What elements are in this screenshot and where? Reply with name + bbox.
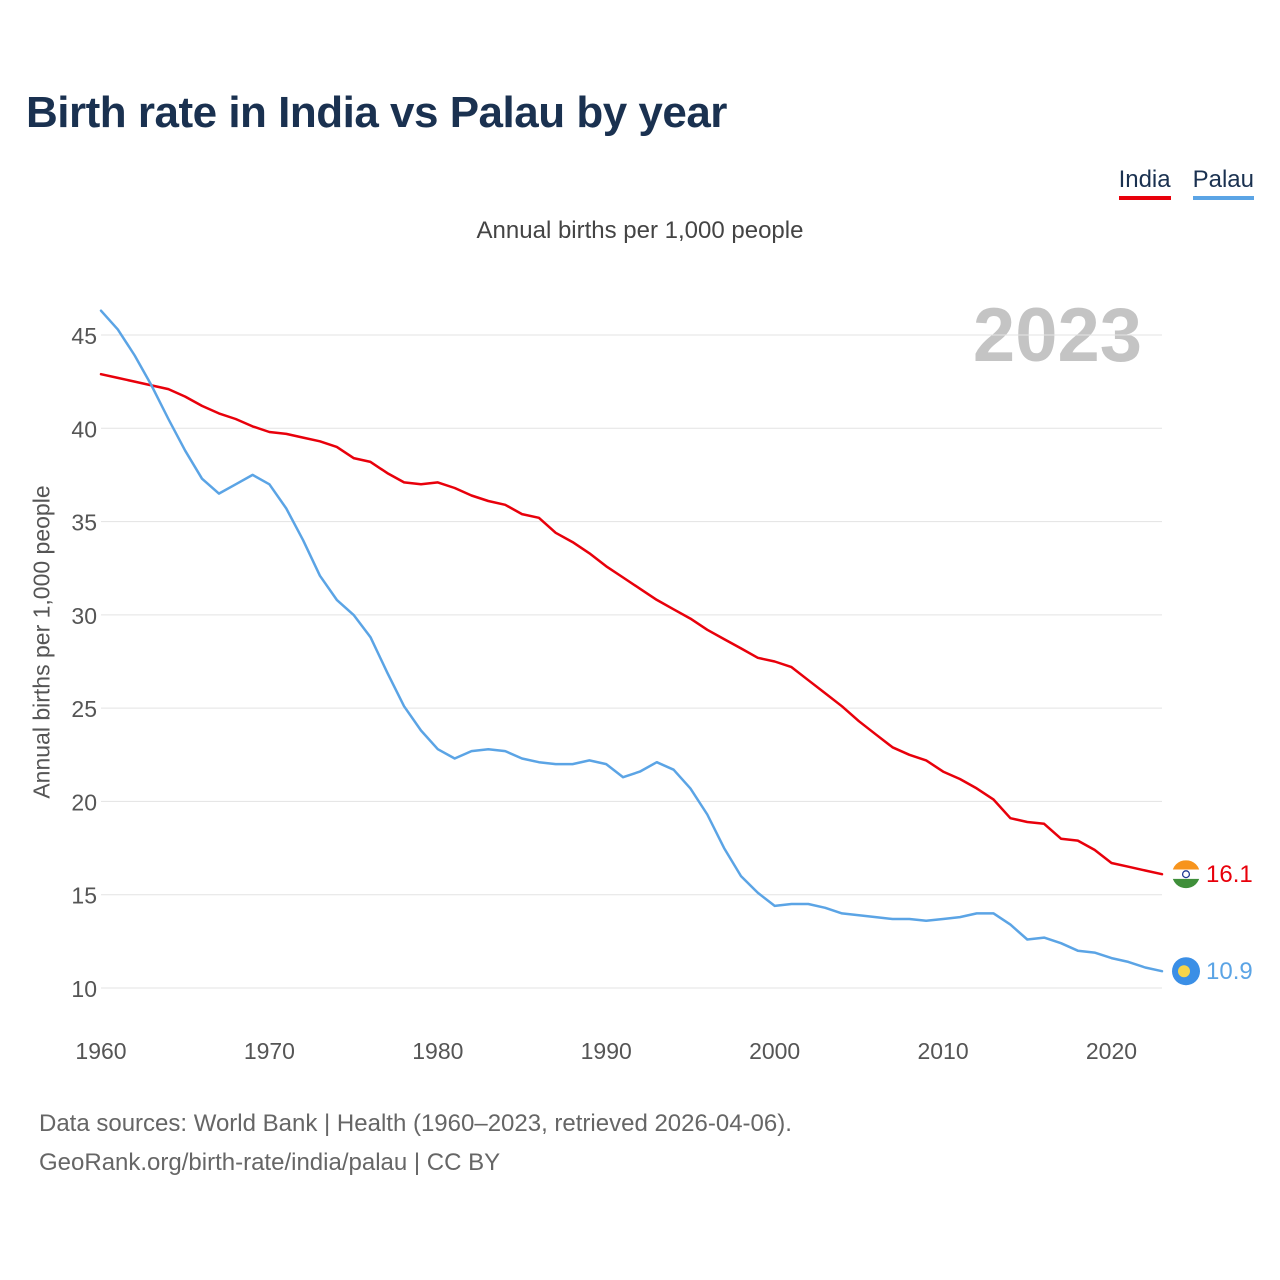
y-tick-label-45: 45 [71,323,97,349]
data-source-note: Data sources: World Bank | Health (1960–… [39,1110,792,1137]
india-flag-white [1172,869,1200,879]
legend: India Palau [1118,166,1254,200]
x-tick-label-2020: 2020 [1086,1038,1137,1064]
grid-layer: 10 15 20 25 30 35 40 45 1960 1970 1980 1990 2000 2010… [71,323,1162,1064]
chart-subtitle: Annual births per 1,000 people [476,217,804,244]
india-flag-chakra [1181,870,1191,879]
india-flag-icon [1172,860,1200,889]
india-flag-green [1172,878,1200,889]
india-flag-saffron [1172,860,1200,870]
series-line-palau [99,309,1164,973]
x-tick-label-1980: 1980 [412,1038,463,1064]
chart-title: Birth rate in India vs Palau by year [26,88,727,137]
y-tick-label-20: 20 [71,789,97,815]
y-tick-label-25: 25 [71,696,97,722]
palau-flag-icon [1172,957,1200,986]
y-tick-label-40: 40 [71,416,97,442]
end-value-label-india: 16.1 [1206,861,1253,888]
end-value-label-palau: 10.9 [1206,958,1253,985]
x-tick-label-2000: 2000 [749,1038,800,1064]
palau-flag-disc [1178,965,1190,978]
marker-layer: 16.1 10.9 [1172,860,1253,986]
footer: Data sources: World Bank | Health (1960–… [39,1104,792,1182]
y-tick-label-30: 30 [71,603,97,629]
legend-item-palau[interactable]: Palau [1192,166,1254,200]
x-tick-label-2010: 2010 [917,1038,968,1064]
series-line-india [99,372,1164,876]
x-tick-label-1970: 1970 [244,1038,295,1064]
series-layer [99,309,1164,973]
y-tick-label-35: 35 [71,510,97,536]
y-tick-label-10: 10 [71,976,97,1002]
y-tick-label-15: 15 [71,883,97,909]
x-tick-label-1960: 1960 [75,1038,126,1064]
source-url[interactable]: GeoRank.org/birth-rate/india/palau | CC … [39,1149,501,1176]
legend-item-india[interactable]: India [1118,166,1171,200]
india-flag-stripes [1172,860,1200,889]
x-tick-label-1990: 1990 [581,1038,632,1064]
